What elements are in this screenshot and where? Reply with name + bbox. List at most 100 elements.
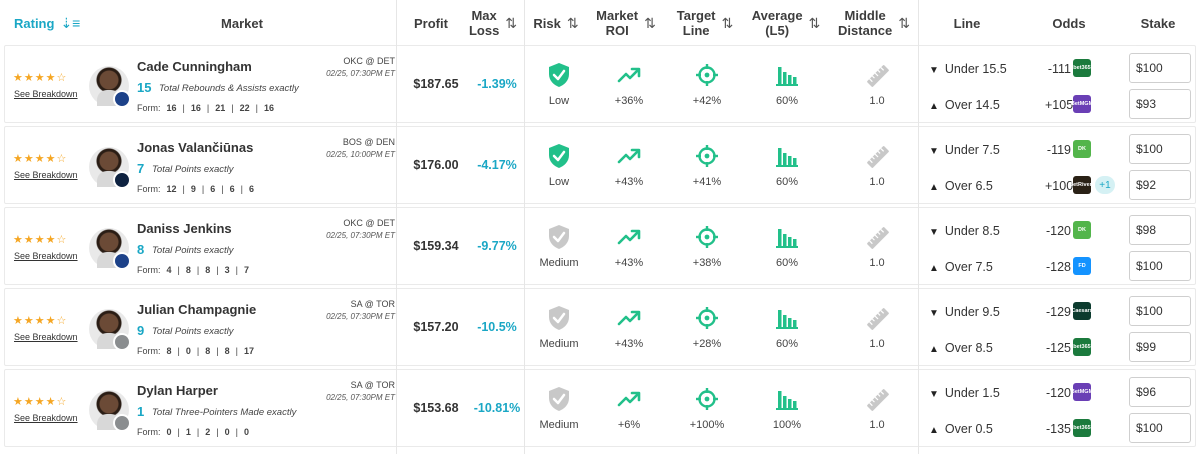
game-date: 02/25, 07:30PM ET — [326, 231, 395, 240]
triangle-down-icon: ▼ — [929, 65, 939, 76]
form-value: 22 — [239, 103, 250, 113]
team-logo-icon — [113, 90, 131, 108]
sportsbook-logo-icon[interactable]: bet365 — [1073, 59, 1091, 77]
triangle-down-icon: ▼ — [929, 308, 939, 319]
triangle-up-icon: ▲ — [929, 182, 939, 193]
sportsbook-logo-icon[interactable]: DK — [1073, 221, 1091, 239]
team-logo-icon — [113, 333, 131, 351]
form-separator: | — [216, 265, 219, 275]
see-breakdown-link[interactable]: See Breakdown — [14, 332, 78, 342]
average-value: 60% — [775, 257, 799, 269]
line-under: ▼ Under 9.5 — [929, 305, 1000, 319]
column-header-target-line[interactable]: Target Line ⇅ — [666, 0, 744, 46]
sportsbook-logo-icon[interactable]: BetMGM — [1071, 383, 1093, 401]
market-line-number: 1 — [137, 404, 145, 419]
line-label: Over 0.5 — [944, 422, 993, 436]
stake-input[interactable]: $99 — [1129, 332, 1191, 362]
see-breakdown-link[interactable]: See Breakdown — [14, 170, 78, 180]
rating-stars: ★★★★☆ — [13, 153, 68, 165]
form-value: 0 — [243, 427, 249, 437]
sportsbook-logo-icon[interactable]: bet365 — [1073, 419, 1091, 437]
column-header-middle-distance[interactable]: Middle Distance ⇅ — [832, 0, 916, 46]
sort-icon[interactable]: ⇅ — [644, 14, 656, 31]
form-value: 7 — [243, 265, 249, 275]
average-value: 100% — [772, 419, 802, 431]
column-header-market-roi[interactable]: Market ROI ⇅ — [588, 0, 664, 46]
shield-check-icon — [547, 386, 571, 412]
stake-input[interactable]: $100 — [1129, 413, 1191, 443]
more-books-badge[interactable]: +1 — [1095, 176, 1115, 194]
trending-up-icon — [617, 64, 641, 86]
sportsbook-logo-icon[interactable]: DK — [1073, 140, 1091, 158]
triangle-down-icon: ▼ — [929, 227, 939, 238]
form-value: 4 — [166, 265, 172, 275]
sportsbook-logo-icon[interactable]: BetRivers — [1069, 176, 1095, 194]
column-header-max-loss[interactable]: Max Loss ⇅ — [462, 0, 524, 46]
market-roi-value: +43% — [614, 176, 644, 188]
form-value: 16 — [263, 103, 274, 113]
sort-icon[interactable]: ⇅ — [898, 14, 910, 31]
sportsbook-logo-icon[interactable]: BetMGM — [1071, 95, 1093, 113]
line-over: ▲ Over 6.5 — [929, 179, 993, 193]
sportsbook-logo-icon[interactable]: Caesars — [1071, 302, 1093, 320]
form-separator: | — [216, 427, 219, 437]
line-label: Under 1.5 — [944, 386, 1000, 400]
shield-check-icon — [547, 62, 571, 88]
stake-input[interactable]: $92 — [1129, 170, 1191, 200]
form-value: 0 — [185, 346, 191, 356]
market-line-number: 9 — [137, 323, 145, 338]
sort-icon[interactable]: ⇅ — [808, 14, 821, 31]
ruler-icon — [865, 387, 891, 413]
player-name: Dylan Harper — [137, 383, 218, 398]
profit-header-label: Profit — [414, 15, 448, 31]
rating-stars: ★★★★☆ — [13, 234, 68, 246]
line-label: Over 7.5 — [944, 260, 993, 274]
odds-value: -135 — [1045, 422, 1071, 436]
trending-up-icon — [617, 307, 641, 329]
middle-distance-value: 1.0 — [869, 95, 885, 107]
target-icon — [695, 63, 719, 86]
column-header-rating[interactable]: Rating ⇣≡ — [0, 0, 88, 46]
market-roi-header-label: Market ROI — [596, 8, 639, 38]
average-value: 60% — [775, 176, 799, 188]
form-label: Form: — [137, 103, 161, 113]
line-label: Under 9.5 — [944, 305, 1000, 319]
sportsbook-logo-icon[interactable]: bet365 — [1073, 338, 1091, 356]
see-breakdown-link[interactable]: See Breakdown — [14, 89, 78, 99]
see-breakdown-link[interactable]: See Breakdown — [14, 413, 78, 423]
form-value: 12 — [166, 184, 177, 194]
player-name: Cade Cunningham — [137, 59, 252, 74]
column-header-average[interactable]: Average (L5) ⇅ — [746, 0, 826, 46]
stake-input[interactable]: $100 — [1129, 134, 1191, 164]
form-separator: | — [216, 346, 219, 356]
line-over: ▲ Over 0.5 — [929, 422, 993, 436]
stake-input[interactable]: $100 — [1129, 53, 1191, 83]
risk-label: Medium — [539, 419, 579, 431]
sort-descending-icon[interactable]: ⇣≡ — [60, 14, 81, 31]
stake-input[interactable]: $93 — [1129, 89, 1191, 119]
stake-input[interactable]: $98 — [1129, 215, 1191, 245]
form-separator: | — [235, 427, 238, 437]
stake-input[interactable]: $96 — [1129, 377, 1191, 407]
column-header-stake: Stake — [1120, 0, 1196, 46]
form-separator: | — [182, 103, 185, 113]
sort-icon[interactable]: ⇅ — [566, 14, 579, 31]
sportsbook-logo-icon[interactable]: FD — [1073, 257, 1091, 275]
trending-up-icon — [617, 226, 641, 248]
form-separator: | — [206, 103, 210, 113]
stake-input[interactable]: $100 — [1129, 296, 1191, 326]
form-separator: | — [177, 265, 180, 275]
odds-value: +105 — [1045, 98, 1074, 112]
sort-icon[interactable]: ⇅ — [721, 14, 734, 31]
stake-input[interactable]: $100 — [1129, 251, 1191, 281]
see-breakdown-link[interactable]: See Breakdown — [14, 251, 78, 261]
target-line-value: +28% — [692, 338, 722, 350]
form-value: 6 — [210, 184, 216, 194]
sort-icon[interactable]: ⇅ — [505, 14, 518, 31]
market-roi-value: +36% — [614, 95, 644, 107]
target-icon — [695, 306, 719, 329]
form-value: 0 — [166, 427, 172, 437]
column-header-risk[interactable]: Risk ⇅ — [524, 0, 588, 46]
column-divider — [918, 0, 919, 454]
bar-chart-icon — [775, 226, 799, 248]
